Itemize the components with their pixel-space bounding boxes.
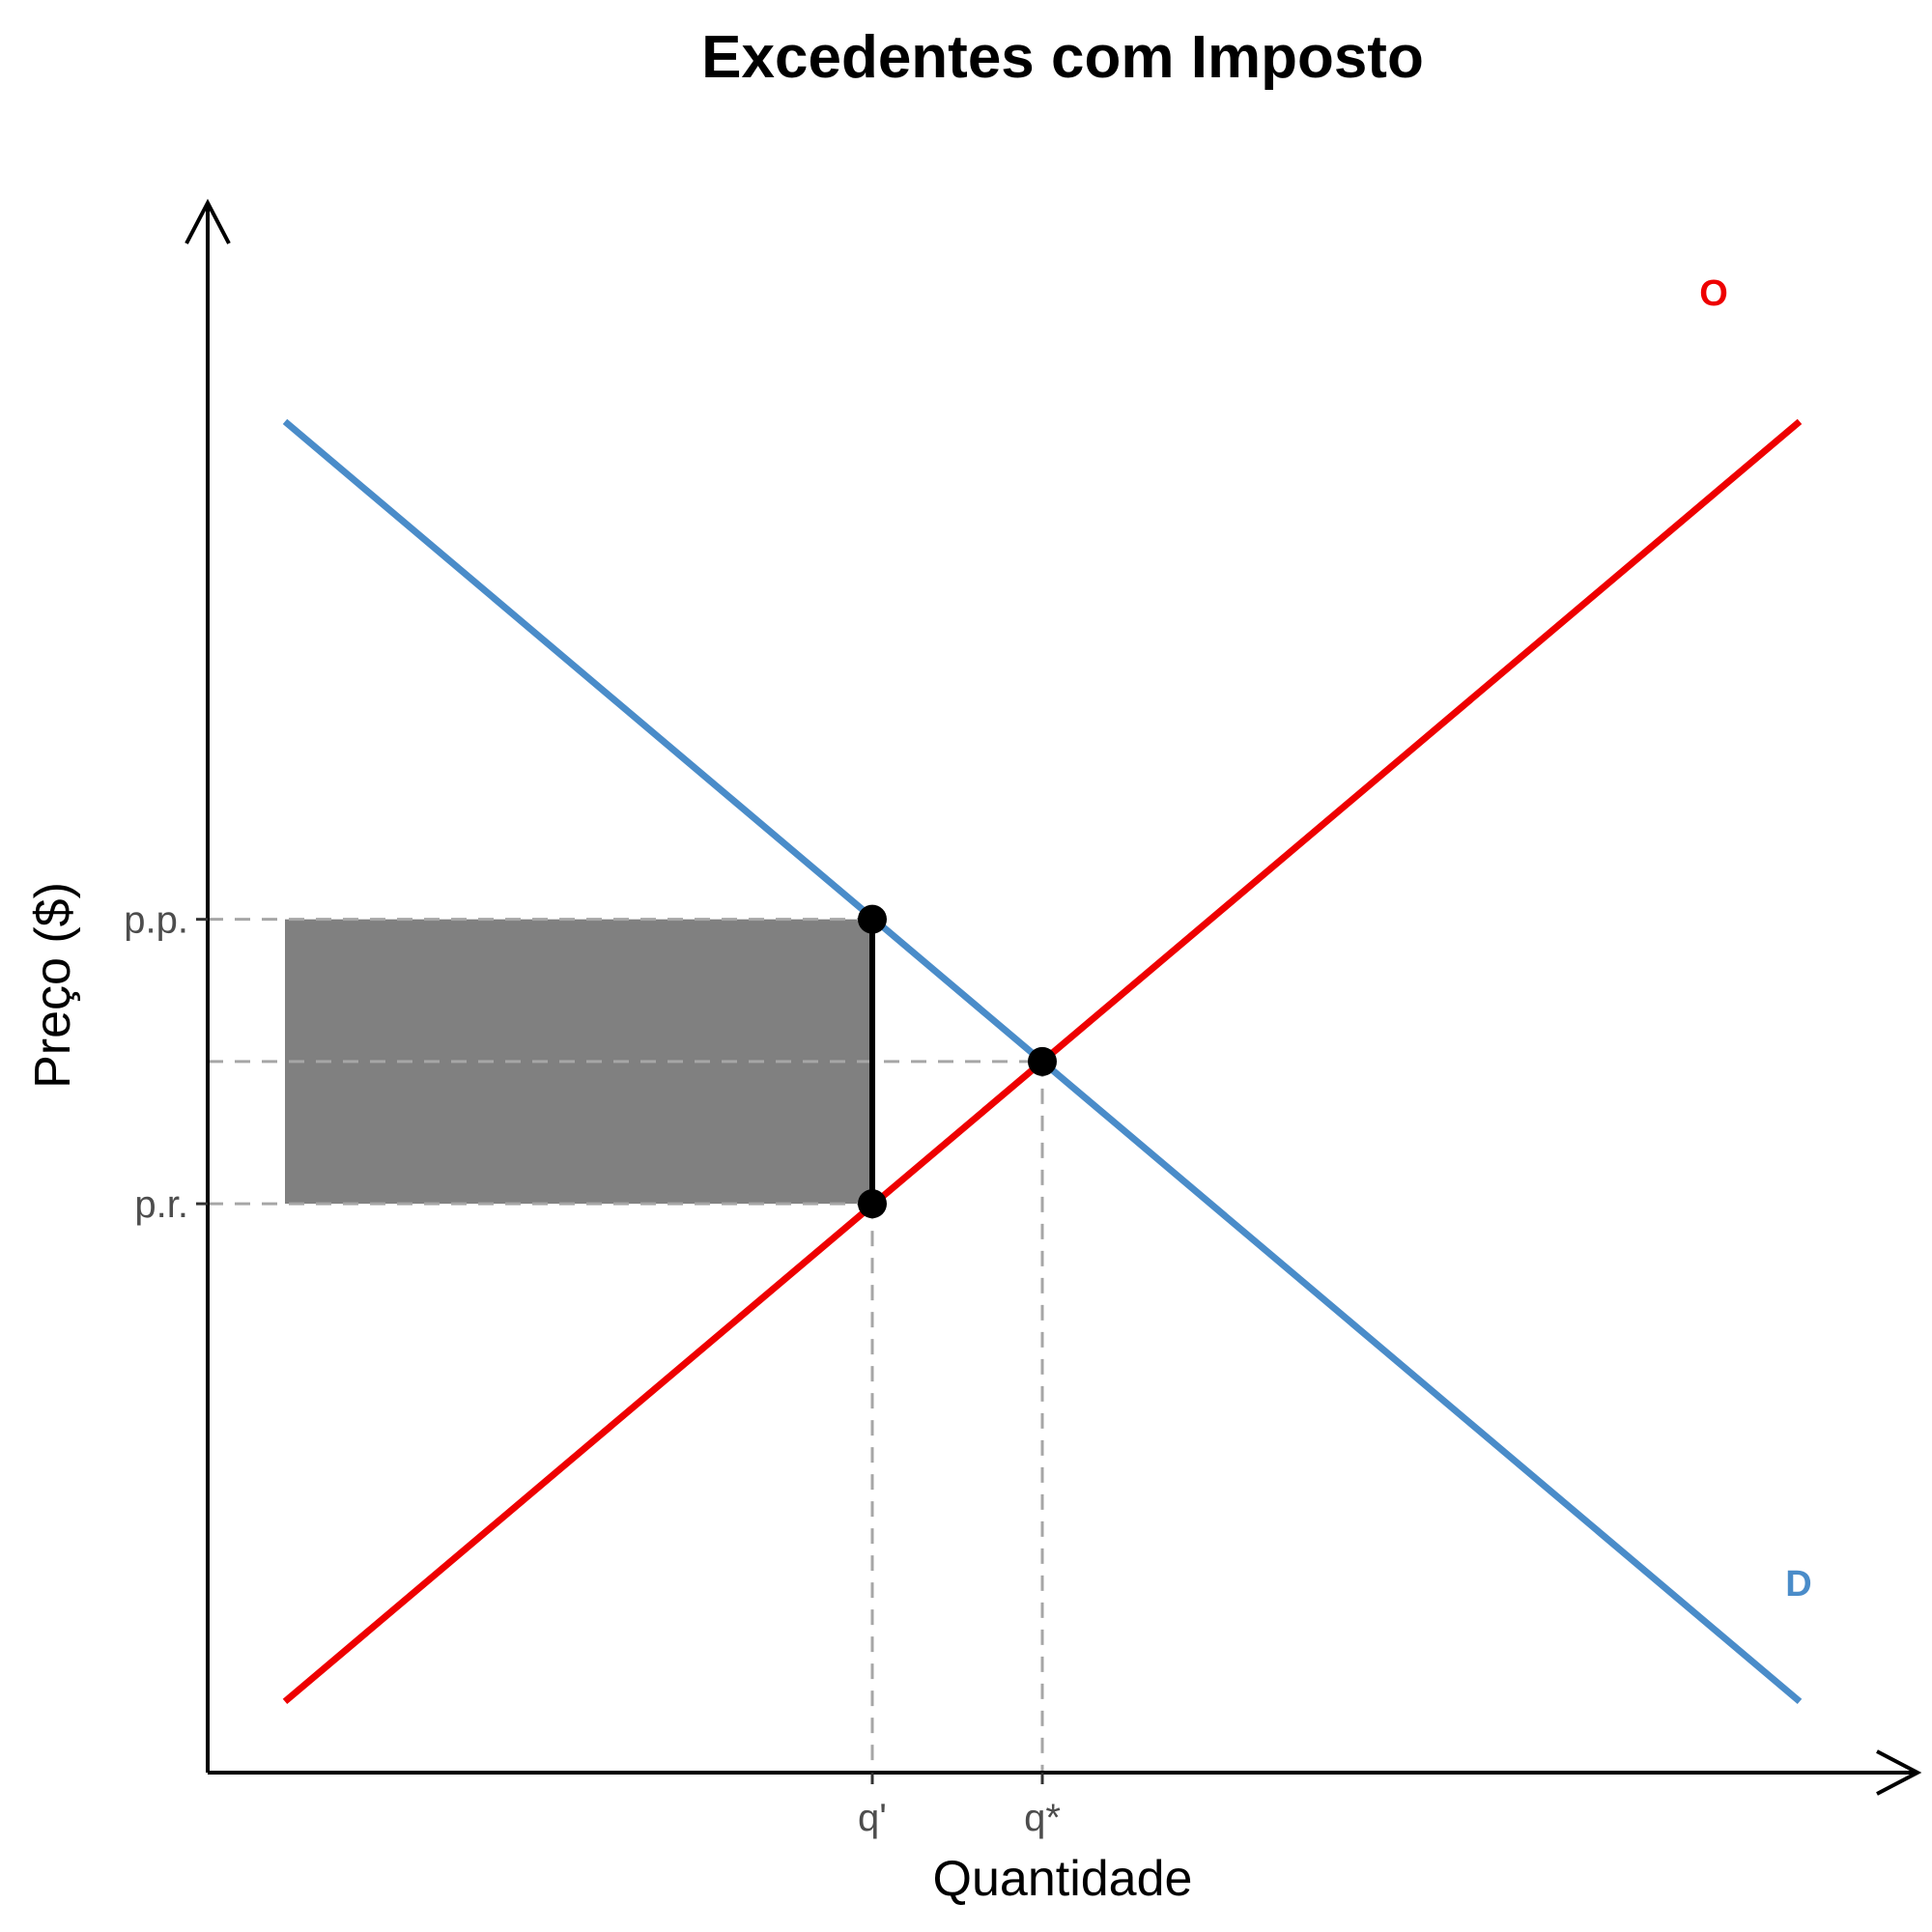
consumer-price-point	[858, 904, 887, 934]
x-axis-arrow	[1876, 1749, 1922, 1796]
x-tick-label: q*	[1024, 1797, 1061, 1839]
y-tick-label: p.p.	[124, 899, 188, 942]
y-axis-title: Preço ($)	[25, 882, 81, 1089]
plot-area: D Op.p. p.r. q' q*	[124, 198, 1922, 1839]
chart-title: Excedentes com Imposto	[701, 24, 1424, 91]
y-tick-label: p.r.	[134, 1183, 188, 1226]
supply-curve-label: O	[1699, 273, 1728, 314]
y-axis-arrow	[185, 198, 231, 244]
x-axis-title: Quantidade	[933, 1851, 1193, 1907]
demand-curve-label: D	[1785, 1564, 1811, 1605]
x-tick-label: q'	[858, 1797, 887, 1839]
producer-price-point	[858, 1189, 887, 1219]
equilibrium-point	[1028, 1046, 1057, 1076]
